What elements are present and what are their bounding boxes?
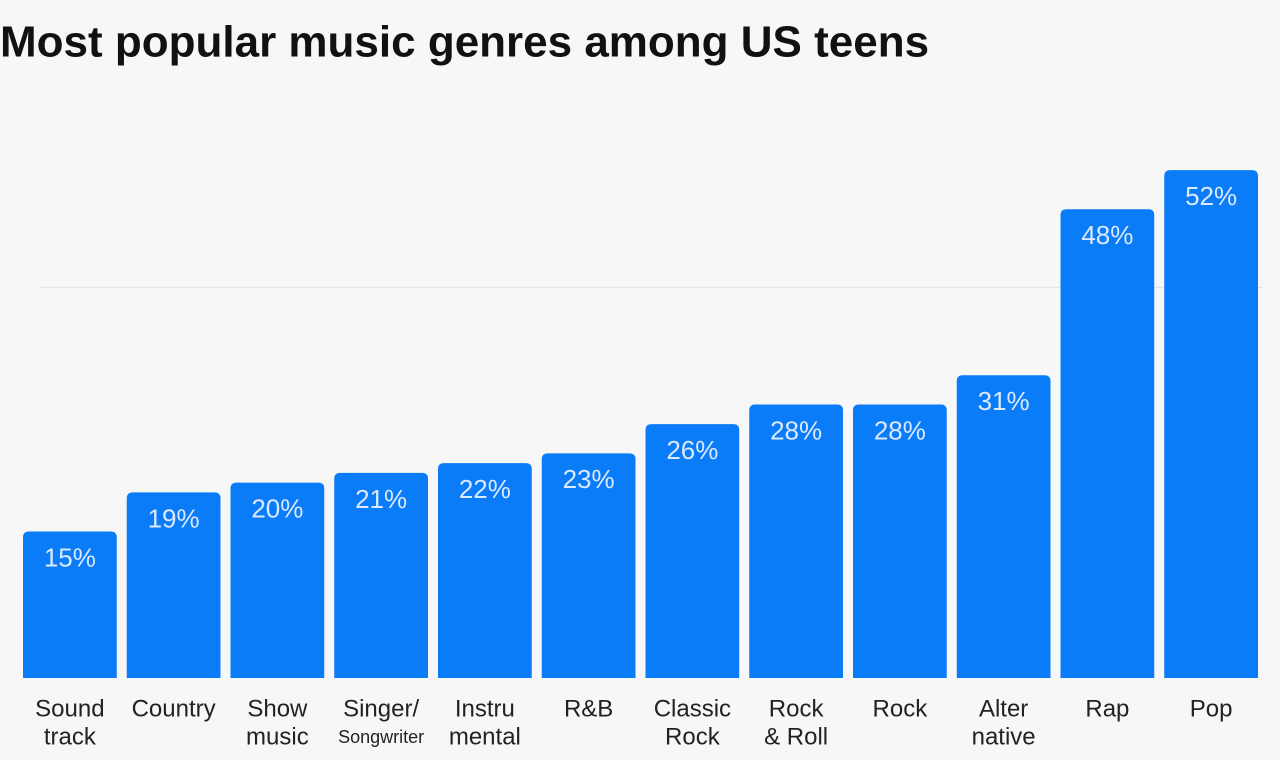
bar: [645, 424, 740, 678]
x-tick-label: Rock: [769, 695, 825, 722]
value-label: 26%: [666, 435, 718, 465]
x-tick-label: Country: [132, 695, 216, 722]
bar: [853, 404, 947, 678]
bar: [438, 463, 532, 678]
bar: [126, 492, 221, 678]
x-tick-label: Rock: [873, 695, 929, 722]
bar: [23, 531, 117, 678]
value-label: 20%: [251, 494, 303, 524]
value-label: 23%: [563, 464, 615, 494]
bar: [230, 482, 325, 678]
value-label: 52%: [1185, 181, 1237, 211]
value-label: 28%: [874, 415, 926, 445]
bar: [334, 472, 428, 678]
bar: [1164, 170, 1258, 678]
x-tick-label: Classic: [654, 695, 731, 722]
x-tick-label: music: [246, 723, 309, 750]
x-tick-label: & Roll: [764, 723, 828, 750]
x-tick-label: Sound: [35, 695, 104, 722]
chart-title: Most popular music genres among US teens: [0, 18, 929, 67]
x-tick-label: R&B: [564, 695, 613, 722]
x-tick-label: Alter: [979, 695, 1028, 722]
bar: [956, 375, 1051, 678]
value-label: 48%: [1081, 220, 1133, 250]
value-label: 31%: [978, 386, 1030, 416]
x-tick-label: Songwriter: [338, 727, 424, 747]
x-tick-label: native: [972, 723, 1036, 750]
x-tick-label: Singer/: [343, 695, 419, 722]
bar: [1060, 209, 1155, 678]
value-label: 21%: [355, 484, 407, 514]
value-label: 22%: [459, 474, 511, 504]
x-tick-label: Pop: [1190, 695, 1233, 722]
value-label: 19%: [148, 503, 200, 533]
value-label: 15%: [44, 542, 96, 572]
x-tick-label: Rap: [1085, 695, 1129, 722]
x-tick-label: mental: [449, 723, 521, 750]
x-tick-label: Instru: [455, 695, 515, 722]
x-tick-label: Rock: [665, 723, 721, 750]
x-tick-label: track: [44, 723, 97, 750]
bar: [749, 404, 843, 678]
bar: [541, 453, 636, 678]
x-tick-label: Show: [247, 695, 308, 722]
value-label: 28%: [770, 415, 822, 445]
